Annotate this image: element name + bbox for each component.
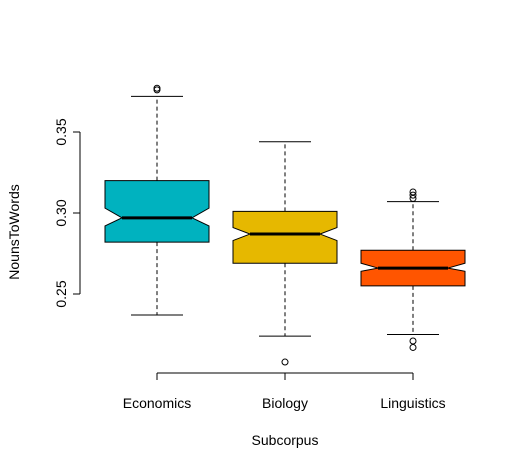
box-economics	[104, 84, 210, 316]
box-body	[104, 180, 210, 243]
outlier-point	[153, 84, 161, 92]
y-tick-label: 0.35	[53, 118, 69, 145]
x-tick-label-linguistics: Linguistics	[380, 395, 445, 411]
outlier-point	[409, 188, 417, 196]
y-axis: 0.25 0.30 0.35	[53, 118, 81, 308]
x-tick-label-biology: Biology	[262, 395, 308, 411]
y-tick-label: 0.25	[53, 280, 69, 307]
y-tick-label: 0.30	[53, 199, 69, 226]
x-axis: Economics Biology Linguistics	[123, 372, 446, 411]
y-axis-title: NounsToWords	[6, 184, 22, 279]
boxes-group	[104, 84, 466, 366]
box-body	[232, 210, 338, 264]
box-linguistics	[360, 188, 466, 351]
outlier-point	[409, 343, 417, 351]
box-biology	[232, 141, 338, 366]
outlier-point	[409, 337, 417, 345]
x-tick-label-economics: Economics	[123, 395, 191, 411]
outlier-point	[281, 358, 289, 366]
outlier-point	[409, 191, 417, 199]
x-axis-title: Subcorpus	[252, 432, 319, 448]
